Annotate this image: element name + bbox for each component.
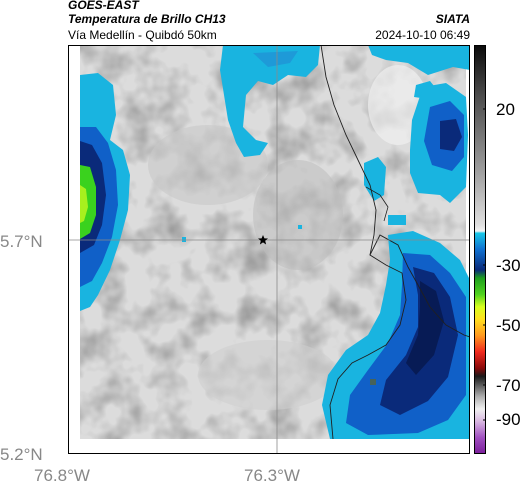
- left-cloud-cluster: [80, 73, 130, 311]
- colorbar-tick-label: -50: [496, 316, 521, 335]
- colorbar-tick-label: -90: [496, 410, 521, 429]
- right-mid-cloud-cluster: [364, 83, 468, 203]
- longitude-label: 76.8°W: [34, 466, 90, 485]
- longitude-label: 76.3°W: [244, 466, 300, 485]
- data-area: [68, 45, 470, 454]
- map-frame: [68, 45, 470, 454]
- temperature-colorbar: [474, 45, 486, 454]
- latitude-label: 5.2°N: [0, 445, 43, 464]
- boundary-line: [320, 45, 407, 440]
- datetime-label: 2024-10-10 06:49: [375, 28, 470, 42]
- product-title: Temperatura de Brillo CH13: [68, 12, 226, 26]
- coastline: [369, 234, 470, 338]
- satellite-name: GOES-EAST: [68, 0, 139, 12]
- brightness-temperature-map: [68, 45, 470, 454]
- lower-right-cloud-system: [322, 231, 470, 439]
- organization-label: SIATA: [435, 12, 470, 26]
- colorbar-tick-label: -30: [496, 256, 521, 275]
- colorbar-tick-label: 20: [496, 100, 515, 119]
- upper-right-cloud-strip: [368, 45, 470, 75]
- latitude-label: 5.7°N: [0, 232, 43, 251]
- region-label: Vía Medellín - Quibdó 50km: [68, 28, 217, 42]
- colorbar-tick-label: -70: [496, 376, 521, 395]
- upper-cloud-blob: [220, 45, 320, 157]
- star-icon: [258, 235, 268, 245]
